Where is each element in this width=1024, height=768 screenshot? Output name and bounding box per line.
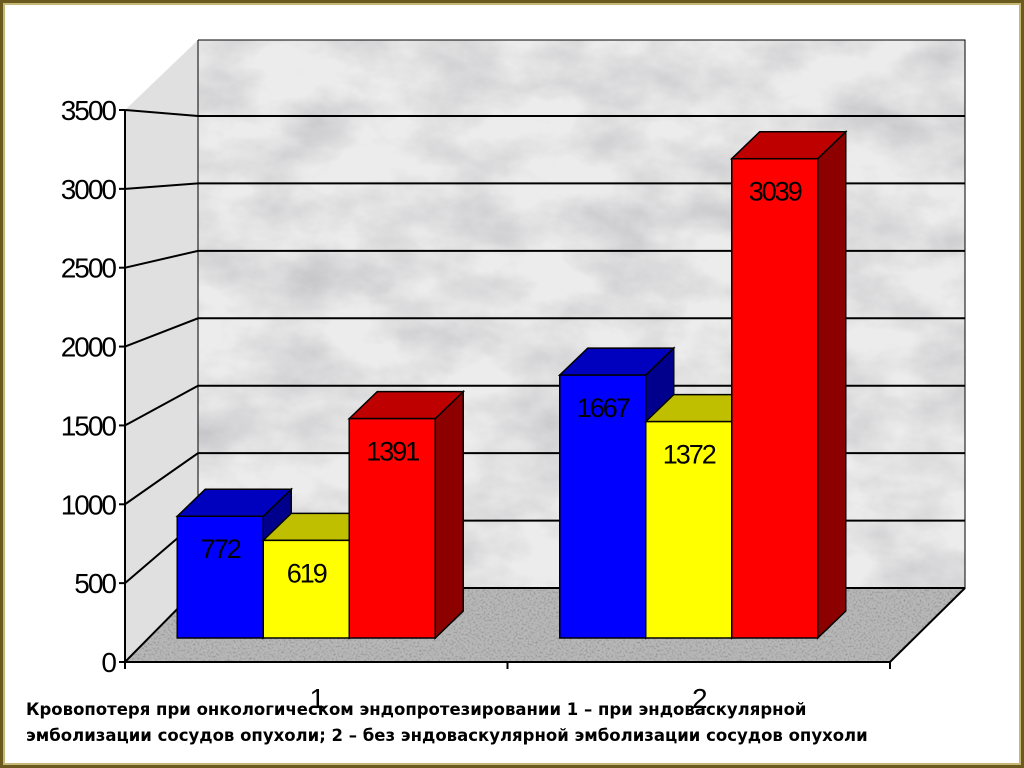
bar-side bbox=[434, 389, 464, 640]
bar-front bbox=[731, 157, 819, 639]
caption-line: эмболизации сосудов опухоли; 2 – без энд… bbox=[26, 726, 868, 745]
value-label: 1667 bbox=[577, 393, 630, 423]
y-tick-label: 3500 bbox=[61, 95, 117, 126]
grid-line bbox=[124, 249, 965, 269]
y-tick-label: 2500 bbox=[61, 253, 117, 284]
x-tick-label: 2 bbox=[692, 683, 707, 714]
grid-line bbox=[124, 109, 965, 117]
bar-front bbox=[348, 417, 436, 639]
grid-line bbox=[124, 317, 965, 348]
side-wall bbox=[125, 40, 198, 662]
value-label: 619 bbox=[287, 558, 327, 588]
y-tick-label: 3000 bbox=[61, 174, 117, 205]
y-tick-label: 1000 bbox=[61, 489, 117, 520]
bar-front bbox=[645, 420, 733, 639]
y-tick-label: 1500 bbox=[61, 410, 117, 441]
x-tick-label: 1 bbox=[309, 683, 324, 714]
y-tick-label: 0 bbox=[101, 647, 116, 678]
bar-front bbox=[176, 515, 264, 639]
caption-line: Кровопотеря при онкологическом эндопроте… bbox=[26, 700, 807, 719]
grid-line bbox=[124, 182, 965, 190]
value-label: 1372 bbox=[663, 440, 716, 470]
bar: 1391 bbox=[347, 389, 466, 640]
axes: 0 500 1000 1500 2000 2500 3000 3500 1 2 bbox=[61, 95, 891, 714]
caption: Кровопотеря при онкологическом эндопроте… bbox=[26, 697, 868, 749]
value-label: 1391 bbox=[366, 437, 419, 467]
y-tick-label: 500 bbox=[74, 568, 116, 599]
grid-line bbox=[124, 384, 965, 427]
bar: 3039 bbox=[729, 129, 848, 640]
bar-front bbox=[262, 539, 350, 639]
bars: 772 619 1391 1667 1372 3039 bbox=[175, 129, 848, 640]
y-tick-label: 2000 bbox=[61, 332, 117, 363]
value-label: 772 bbox=[201, 534, 241, 564]
bar-side bbox=[817, 129, 847, 640]
value-label: 3039 bbox=[749, 177, 802, 207]
